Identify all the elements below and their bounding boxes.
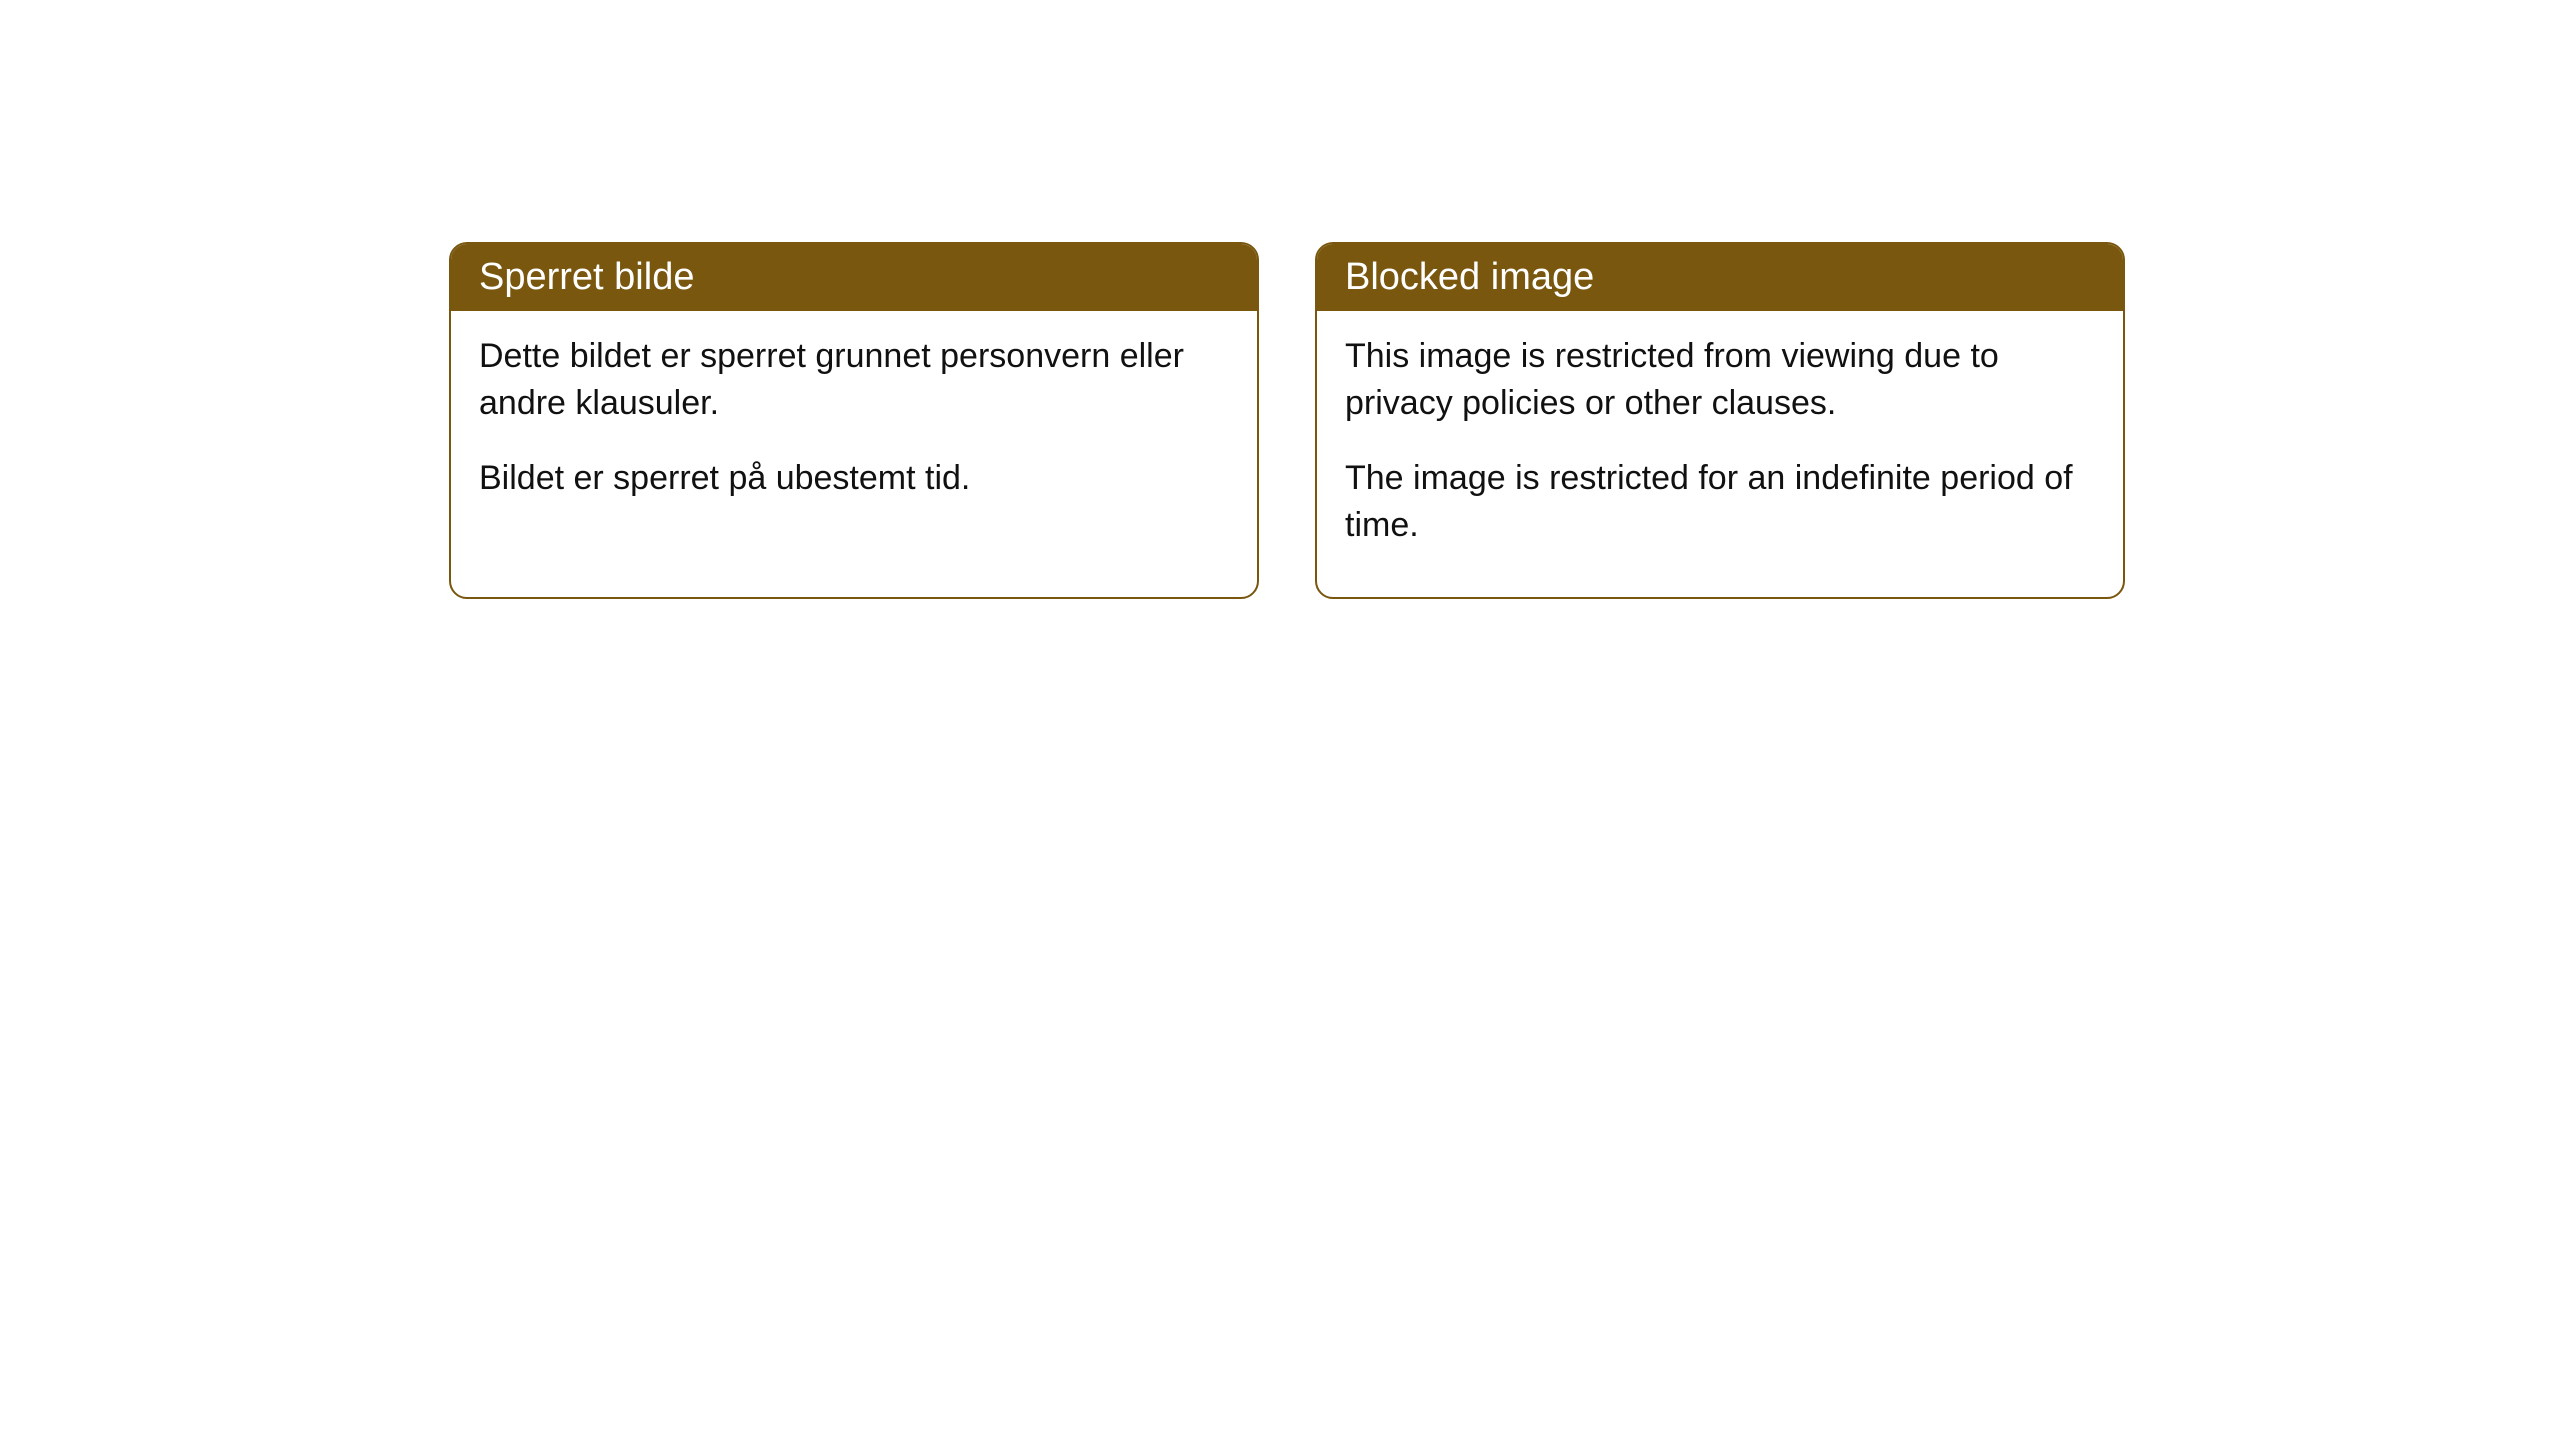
card-para1-english: This image is restricted from viewing du… — [1345, 333, 2095, 427]
card-header-norwegian: Sperret bilde — [451, 244, 1257, 311]
card-para1-norwegian: Dette bildet er sperret grunnet personve… — [479, 333, 1229, 427]
card-header-english: Blocked image — [1317, 244, 2123, 311]
card-title-norwegian: Sperret bilde — [479, 256, 694, 298]
card-para2-english: The image is restricted for an indefinit… — [1345, 455, 2095, 549]
card-para2-norwegian: Bildet er sperret på ubestemt tid. — [479, 455, 1229, 502]
card-english: Blocked image This image is restricted f… — [1315, 242, 2125, 599]
card-norwegian: Sperret bilde Dette bildet er sperret gr… — [449, 242, 1259, 599]
card-title-english: Blocked image — [1345, 256, 1594, 298]
card-body-norwegian: Dette bildet er sperret grunnet personve… — [451, 311, 1257, 550]
card-body-english: This image is restricted from viewing du… — [1317, 311, 2123, 597]
cards-container: Sperret bilde Dette bildet er sperret gr… — [449, 242, 2125, 599]
